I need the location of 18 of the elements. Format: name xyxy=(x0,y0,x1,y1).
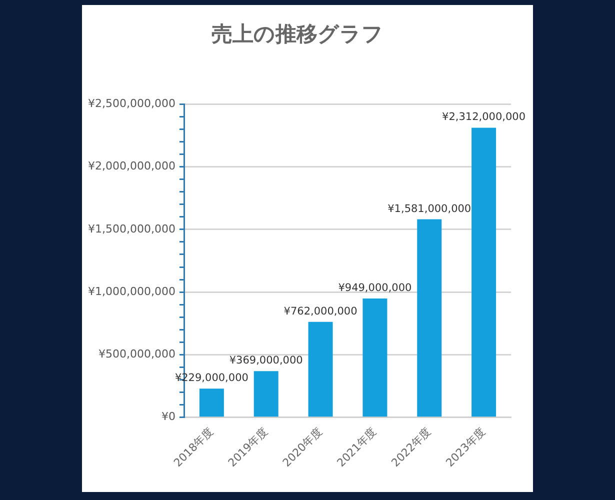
chart-title: 売上の推移グラフ xyxy=(212,22,384,46)
y-tick-label: ¥1,500,000,000 xyxy=(88,222,176,236)
data-label: ¥949,000,000 xyxy=(338,282,412,294)
bar xyxy=(254,371,278,417)
bar xyxy=(417,219,442,417)
data-label: ¥1,581,000,000 xyxy=(388,202,472,215)
data-label: ¥762,000,000 xyxy=(284,305,358,318)
y-tick-label: ¥2,500,000,000 xyxy=(88,97,176,110)
data-label: ¥2,312,000,000 xyxy=(442,111,526,124)
y-tick-label: ¥0 xyxy=(161,410,176,424)
bar xyxy=(472,128,496,417)
y-tick-label: ¥500,000,000 xyxy=(98,348,176,361)
y-tick-label: ¥1,000,000,000 xyxy=(88,284,176,298)
bar xyxy=(199,388,224,417)
data-label: ¥369,000,000 xyxy=(229,354,303,367)
bar xyxy=(362,298,388,417)
bar xyxy=(308,322,333,417)
y-tick-label: ¥2,000,000,000 xyxy=(88,160,176,173)
